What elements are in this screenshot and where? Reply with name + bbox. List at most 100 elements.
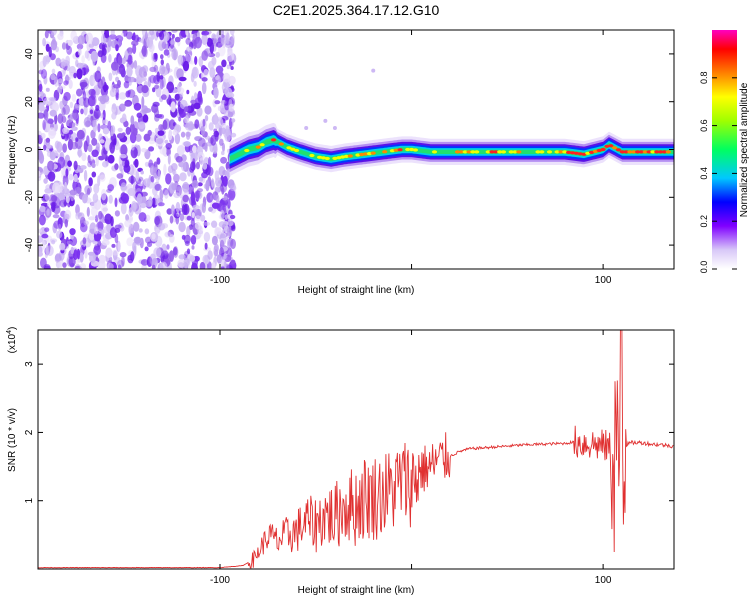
- noise-speckle: [166, 147, 171, 157]
- noise-speckle: [215, 74, 221, 86]
- ridge-hotspot: [382, 150, 388, 154]
- noise-speckle: [76, 43, 84, 50]
- noise-speckle: [158, 124, 164, 131]
- noise-speckle: [50, 201, 57, 207]
- noise-speckle: [114, 228, 121, 233]
- ridge-hotspot: [244, 148, 250, 153]
- noise-speckle: [94, 226, 99, 235]
- noise-speckle: [158, 202, 165, 207]
- noise-speckle: [41, 233, 49, 239]
- noise-speckle: [117, 54, 123, 66]
- noise-speckle: [87, 144, 93, 153]
- noise-speckle: [108, 53, 112, 63]
- noise-speckle: [44, 54, 50, 65]
- noise-speckle: [230, 66, 234, 70]
- noise-speckle: [171, 163, 178, 171]
- noise-speckle: [123, 164, 131, 173]
- noise-speckle: [50, 30, 57, 36]
- noise-speckle: [201, 77, 208, 82]
- noise-speckle: [137, 121, 146, 129]
- ridge-hotspot: [290, 147, 296, 151]
- noise-speckle: [90, 201, 97, 209]
- spectrogram-y-tick-label: 20: [24, 96, 35, 108]
- noise-speckle: [140, 170, 144, 175]
- noise-speckle: [148, 146, 155, 152]
- ridge-hotspot: [458, 150, 464, 154]
- noise-speckle: [200, 125, 205, 136]
- snr-frame: [37, 329, 675, 570]
- noise-speckle: [178, 116, 182, 122]
- noise-speckle: [213, 130, 220, 138]
- noise-speckle: [169, 39, 176, 45]
- noise-speckle: [230, 259, 236, 265]
- noise-speckle: [115, 44, 119, 52]
- noise-speckle: [194, 56, 198, 65]
- noise-speckle: [43, 144, 47, 151]
- noise-speckle: [152, 87, 156, 93]
- noise-speckle: [70, 233, 75, 240]
- noise-speckle: [77, 212, 85, 221]
- noise-speckle: [76, 68, 83, 80]
- noise-speckle: [48, 96, 57, 102]
- noise-speckle: [226, 64, 230, 70]
- heatmap-layer: [38, 30, 674, 269]
- noise-speckle: [190, 191, 196, 204]
- noise-speckle: [92, 54, 96, 66]
- noise-speckle: [187, 120, 194, 132]
- noise-speckle: [221, 59, 227, 68]
- noise-speckle: [196, 106, 203, 117]
- noise-speckle: [148, 196, 153, 207]
- noise-speckle: [43, 109, 49, 121]
- noise-speckle: [182, 181, 190, 193]
- noise-speckle: [91, 119, 96, 127]
- noise-speckle: [48, 46, 52, 58]
- noise-speckle: [159, 147, 167, 155]
- noise-speckle: [201, 202, 206, 214]
- ridge-hotspot: [462, 150, 468, 154]
- noise-speckle: [154, 216, 160, 226]
- noise-speckle: [177, 83, 182, 93]
- noise-speckle: [79, 263, 87, 269]
- outlier-point: [332, 125, 337, 130]
- noise-speckle: [136, 112, 143, 119]
- noise-speckle: [191, 180, 199, 189]
- noise-speckle: [165, 173, 172, 185]
- ridge-hotspot: [431, 150, 438, 154]
- noise-speckle: [62, 104, 70, 115]
- noise-speckle: [227, 198, 231, 209]
- noise-speckle: [112, 84, 121, 89]
- noise-speckle: [51, 195, 58, 202]
- noise-speckle: [169, 250, 175, 262]
- noise-speckle: [82, 91, 87, 101]
- noise-speckle: [57, 33, 64, 41]
- ridge-hotspot: [343, 154, 349, 158]
- ridge-hotspot: [497, 150, 503, 154]
- ridge-hotspot: [294, 148, 300, 153]
- noise-speckle: [227, 218, 234, 227]
- noise-speckle: [222, 175, 228, 187]
- noise-speckle: [182, 60, 190, 72]
- noise-speckle: [107, 154, 115, 164]
- noise-speckle: [99, 174, 106, 182]
- ridge-hotspot: [650, 150, 656, 154]
- noise-speckle: [164, 231, 172, 238]
- noise-speckle: [100, 188, 107, 201]
- snr-line-layer: [38, 330, 674, 569]
- noise-speckle: [72, 108, 78, 120]
- noise-speckle: [175, 213, 180, 225]
- noise-speckle: [64, 209, 72, 221]
- noise-speckle: [107, 263, 114, 269]
- noise-speckle: [147, 129, 152, 137]
- ridge-hotspot: [259, 143, 265, 147]
- noise-speckle: [50, 39, 58, 51]
- noise-speckle: [140, 202, 147, 209]
- ridge-hotspot: [278, 142, 284, 146]
- ridge-hotspot: [397, 148, 403, 152]
- noise-speckle: [102, 160, 109, 168]
- noise-speckle: [102, 109, 106, 121]
- noise-speckle: [38, 134, 41, 143]
- noise-speckle: [161, 94, 167, 100]
- spectrogram-y-tick-label: -20: [24, 190, 35, 205]
- noise-speckle: [204, 105, 212, 115]
- noise-speckle: [96, 221, 104, 232]
